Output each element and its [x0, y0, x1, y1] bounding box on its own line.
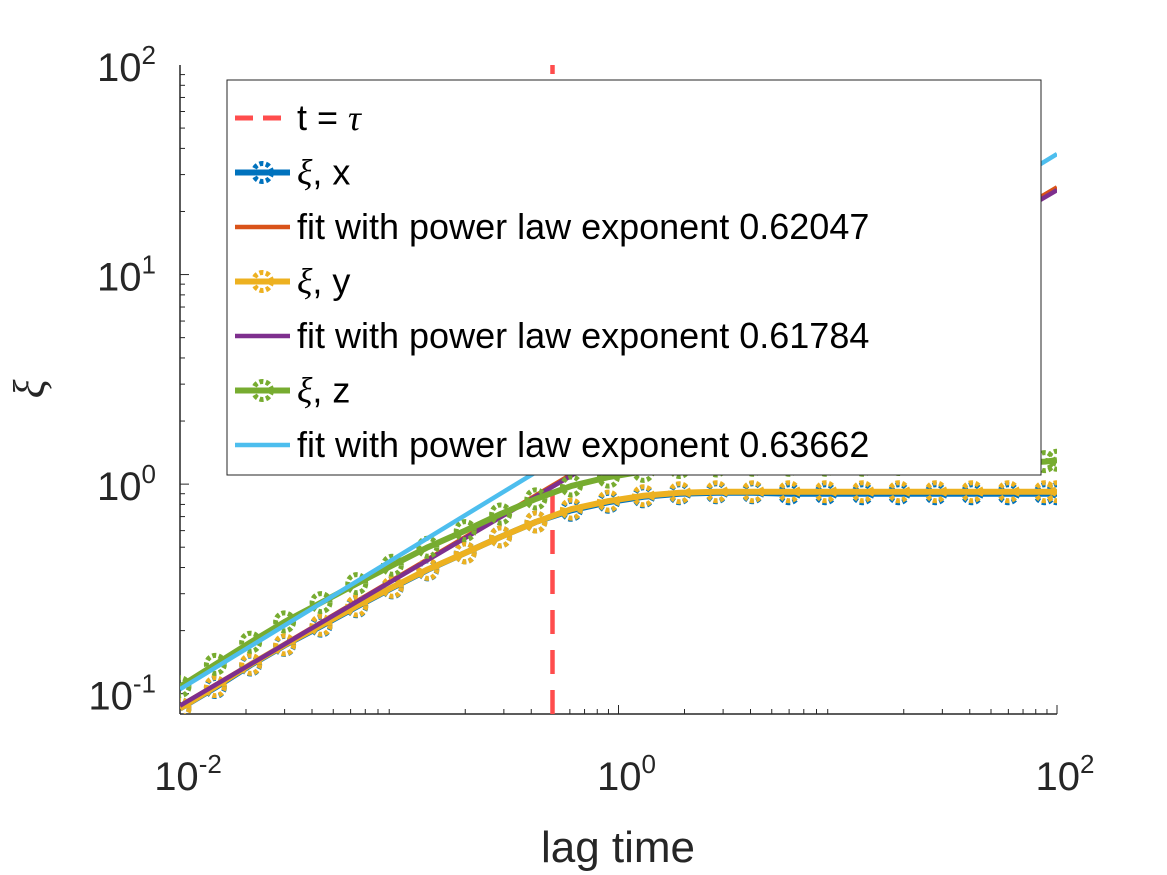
data-point: [996, 480, 1020, 504]
y-tick-label: 10-1: [88, 669, 156, 719]
data-point: [273, 633, 297, 657]
y-tick-label: 101: [97, 250, 156, 300]
series-line: [180, 488, 1057, 712]
x-tick-label: 100: [597, 749, 656, 799]
data-point: [960, 480, 984, 504]
data-point: [559, 497, 583, 521]
data-point: [1033, 480, 1057, 504]
legend-item: ξ, z: [235, 370, 350, 411]
data-point: [559, 474, 583, 498]
data-point: [309, 613, 333, 637]
x-axis-label: lag time: [541, 823, 695, 872]
data-point: [596, 489, 620, 513]
data-point: [453, 519, 477, 543]
data-point: [524, 487, 548, 511]
legend: t = τ ξ, x fit with power law exponent 0.6…: [226, 79, 1042, 476]
legend-marker: [251, 379, 274, 402]
legend-label: ξ, y: [297, 261, 350, 302]
data-point: [1045, 480, 1057, 504]
data-point: [1045, 448, 1057, 472]
legend-marker: [251, 270, 274, 293]
legend-item: fit with power law exponent 0.61784: [235, 315, 869, 356]
data-point: [309, 591, 333, 615]
y-tick-label: 102: [97, 40, 156, 90]
data-point: [777, 480, 801, 504]
data-point: [180, 675, 192, 699]
y-axis-label: ξ: [5, 379, 54, 398]
legend-box: [226, 79, 1042, 476]
data-point: [345, 572, 369, 596]
legend-label: fit with power law exponent 0.63662: [297, 424, 869, 465]
data-point: [203, 675, 227, 699]
legend-label: ξ, z: [297, 370, 350, 411]
data-point: [924, 480, 948, 504]
data-point: [524, 510, 548, 534]
x-tick-label: 10-2: [154, 749, 222, 799]
series-5: [180, 448, 1057, 699]
data-point: [631, 484, 655, 508]
legend-label: fit with power law exponent 0.62047: [297, 206, 869, 247]
data-point: [741, 480, 765, 504]
data-point: [705, 480, 729, 504]
x-tick-label: 102: [1036, 749, 1095, 799]
tick-labels: 10-2 100 102 10-1 100 101 102: [88, 40, 1094, 799]
data-point: [851, 480, 875, 504]
legend-item: ξ, x: [235, 152, 350, 193]
data-point: [180, 696, 192, 714]
legend-item: t = τ: [235, 97, 362, 138]
data-point: [814, 480, 838, 504]
data-point: [239, 652, 263, 676]
data-point: [668, 481, 692, 505]
legend-marker: [251, 161, 274, 184]
series-1: [180, 481, 1057, 714]
y-tick-label: 100: [97, 459, 156, 509]
data-point: [489, 502, 513, 526]
legend-item: fit with power law exponent 0.62047: [235, 206, 869, 247]
series-3: [180, 480, 1057, 714]
data-point: [489, 525, 513, 549]
axes: [179, 65, 1058, 715]
legend-item: fit with power law exponent 0.63662: [235, 424, 869, 465]
data-point: [453, 541, 477, 565]
series-line: [180, 489, 1057, 712]
legend-label: ξ, x: [297, 152, 350, 193]
data-point: [887, 480, 911, 504]
legend-label: t = τ: [297, 97, 362, 138]
legend-label: fit with power law exponent 0.61784: [297, 315, 869, 356]
legend-item: ξ, y: [235, 261, 350, 302]
